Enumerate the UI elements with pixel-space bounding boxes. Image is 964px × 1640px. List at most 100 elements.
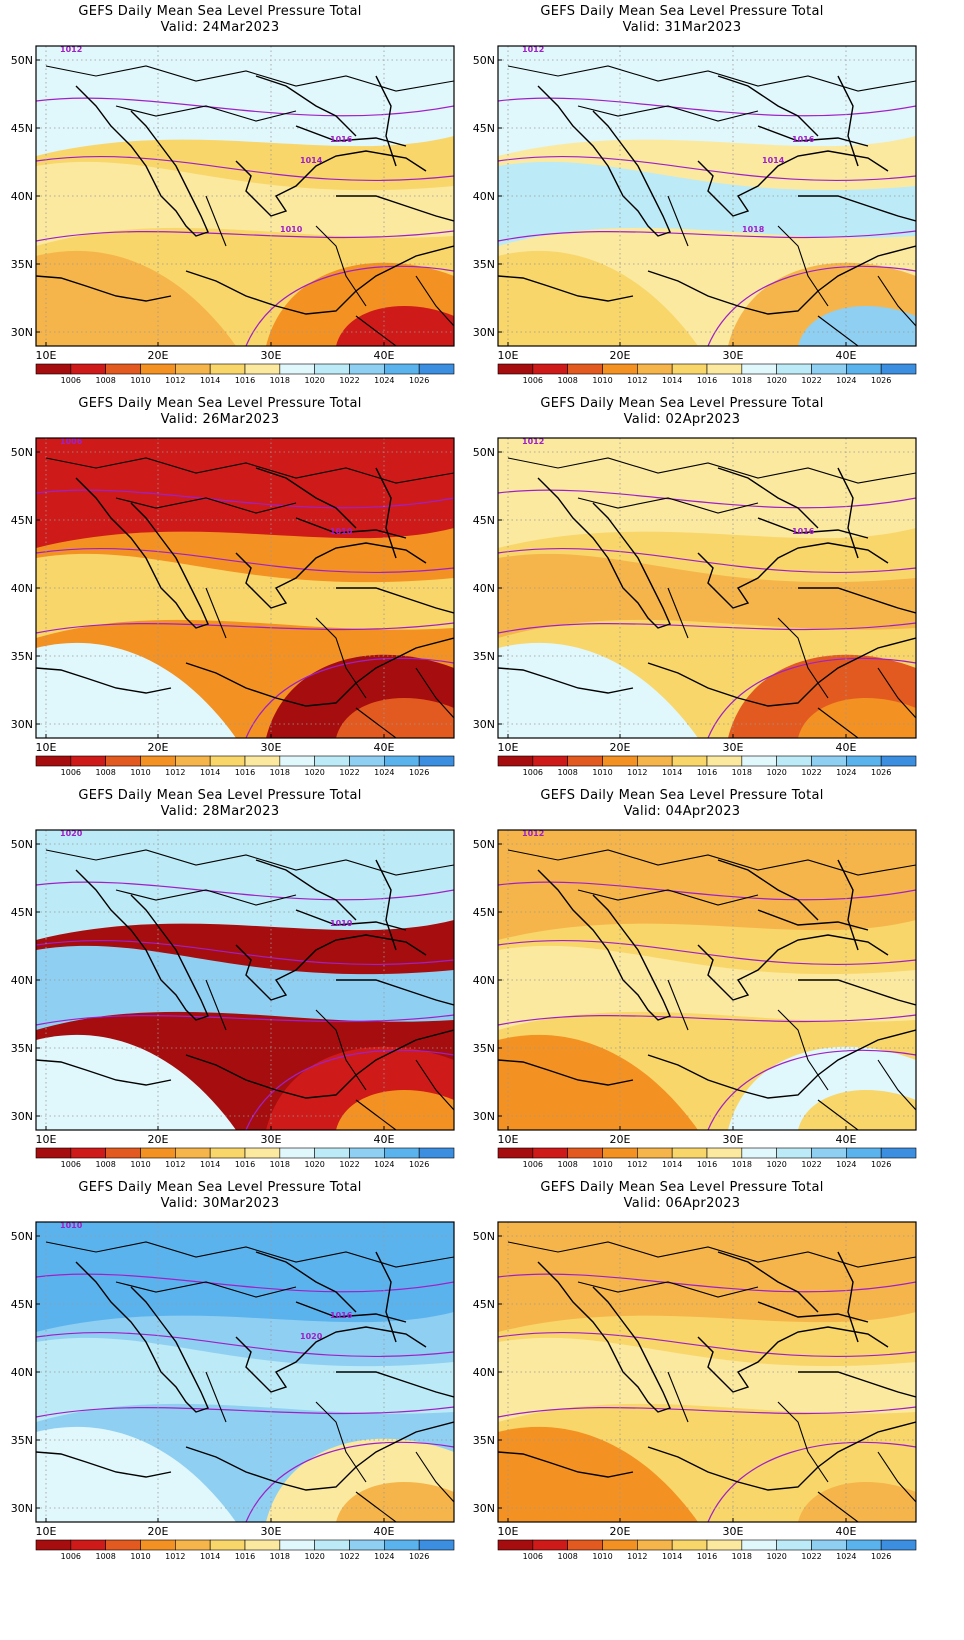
coastline — [235, 542, 427, 609]
latitude-tick-label: 50N — [11, 54, 33, 67]
coastline — [235, 150, 427, 217]
coastline — [336, 979, 454, 1006]
coastline — [235, 1326, 427, 1393]
panel-valid-date: Valid: 26Mar2023 — [160, 412, 280, 427]
coastline — [36, 1059, 172, 1086]
colorbar-swatch — [776, 1539, 812, 1551]
colorbar-label: 1020 — [766, 1160, 786, 1169]
isobar-line — [36, 1331, 454, 1358]
colorbar-label: 1022 — [801, 768, 821, 777]
colorbar-swatch — [140, 1539, 176, 1551]
coastline — [295, 1301, 407, 1323]
isobar-label: 1012 — [522, 437, 544, 446]
coastline — [185, 637, 454, 707]
colorbar-swatch — [671, 1539, 708, 1551]
colorbar-label: 1018 — [732, 376, 752, 385]
colorbar-label: 1016 — [697, 376, 717, 385]
isobar-line — [498, 881, 916, 901]
map-panel: GEFS Daily Mean Sea Level Pressure Total… — [462, 1176, 917, 1568]
longitude-tick-label: 30E — [261, 1133, 282, 1146]
coastline — [185, 245, 454, 315]
colorbar-swatch — [532, 1147, 568, 1159]
longitude-tick-label: 20E — [148, 1133, 169, 1146]
colorbar-label: 1022 — [801, 1160, 821, 1169]
latitude-tick-label: 30N — [473, 718, 495, 731]
isobar-line — [498, 1014, 916, 1026]
colorbar-swatch — [846, 1539, 882, 1551]
longitude-tick-label: 10E — [498, 741, 519, 754]
country-border — [315, 225, 367, 307]
isobar-line — [498, 939, 916, 966]
latitude-tick-label: 45N — [11, 514, 33, 527]
colorbar-label: 1018 — [732, 1552, 752, 1561]
colorbar-swatch — [70, 1539, 106, 1551]
longitude-tick-label: 40E — [374, 1133, 395, 1146]
coastline — [757, 909, 869, 931]
colorbar-swatch — [314, 1539, 350, 1551]
latitude-tick-label: 40N — [473, 582, 495, 595]
isobar-line — [36, 1406, 454, 1418]
latitude-tick-label: 35N — [473, 258, 495, 271]
colorbar-swatch — [776, 755, 812, 767]
latitude-tick-label: 40N — [11, 1366, 33, 1379]
colorbar-swatch — [140, 1147, 176, 1159]
longitude-tick-label: 30E — [723, 1133, 744, 1146]
isobar-line — [36, 230, 454, 242]
colorbar-label: 1014 — [200, 376, 220, 385]
pressure-field-region — [36, 945, 454, 1030]
isobar-line — [498, 230, 916, 242]
colorbar-swatch — [175, 1147, 211, 1159]
colorbar-label: 1012 — [165, 1552, 185, 1561]
country-border — [577, 105, 759, 122]
pressure-field-region — [336, 306, 454, 346]
country-border — [577, 1281, 759, 1298]
coastline — [375, 1251, 397, 1343]
colorbar-label: 1008 — [95, 1160, 115, 1169]
pressure-field-region — [498, 46, 916, 156]
colorbar-label: 1026 — [409, 768, 429, 777]
colorbar-swatch — [35, 1147, 72, 1159]
isobar-line — [707, 657, 916, 738]
longitude-tick-label: 40E — [374, 1525, 395, 1538]
colorbar-swatch — [418, 755, 455, 767]
panel-valid-date: Valid: 28Mar2023 — [160, 804, 280, 819]
colorbar-swatch — [706, 1147, 743, 1159]
longitude-tick-label: 20E — [610, 1133, 631, 1146]
colorbar-swatch — [279, 755, 315, 767]
colorbar-label: 1012 — [627, 376, 647, 385]
coastline — [757, 125, 869, 147]
colorbar-swatch — [244, 1539, 281, 1551]
latitude-tick-label: 45N — [11, 122, 33, 135]
country-border — [45, 1241, 454, 1268]
colorbar-swatch — [349, 1147, 385, 1159]
coastline — [837, 1251, 859, 1343]
colorbar-swatch — [279, 1539, 315, 1551]
panel-title: GEFS Daily Mean Sea Level Pressure Total — [540, 788, 824, 803]
latitude-tick-label: 30N — [473, 326, 495, 339]
longitude-tick-label: 40E — [836, 349, 857, 362]
colorbar-swatch — [811, 363, 847, 375]
colorbar-label: 1006 — [523, 376, 543, 385]
colorbar-swatch — [671, 1147, 708, 1159]
country-border — [507, 457, 916, 484]
colorbar-swatch — [384, 755, 420, 767]
isobar-label: 1006 — [60, 437, 83, 446]
isobar-line — [498, 97, 916, 117]
colorbar-swatch — [706, 755, 743, 767]
colorbar-label: 1026 — [871, 768, 891, 777]
colorbar-swatch — [384, 1147, 420, 1159]
country-border — [115, 105, 297, 122]
colorbar-swatch — [209, 755, 246, 767]
isobar-label: 1016 — [330, 1311, 353, 1320]
isobar-label: 1020 — [60, 829, 83, 838]
colorbar-swatch — [846, 363, 882, 375]
pressure-field-region — [498, 161, 916, 246]
coastline — [798, 195, 916, 222]
longitude-tick-label: 20E — [148, 349, 169, 362]
country-border — [877, 275, 916, 327]
latitude-tick-label: 40N — [11, 190, 33, 203]
isobar-label: 1010 — [280, 225, 303, 234]
country-border — [577, 497, 759, 514]
